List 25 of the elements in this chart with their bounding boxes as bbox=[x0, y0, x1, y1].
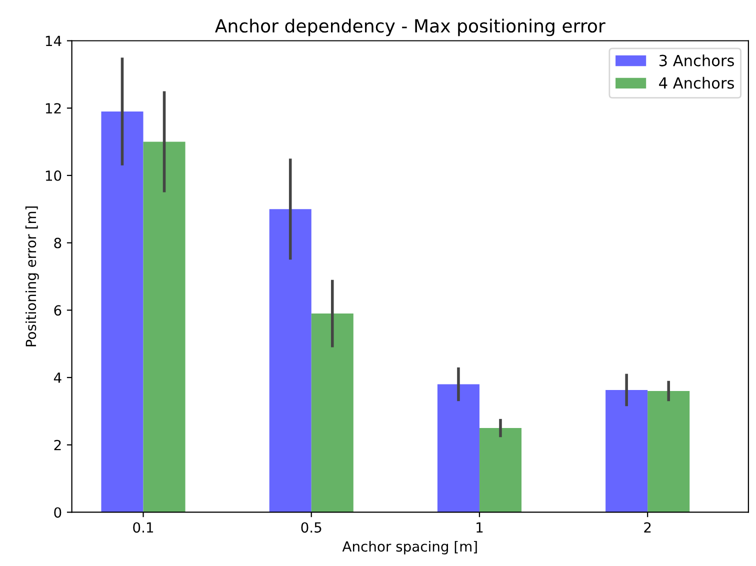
bar bbox=[269, 209, 312, 512]
bar bbox=[143, 142, 186, 512]
chart-title: Anchor dependency - Max positioning error bbox=[215, 18, 606, 36]
y-tick-label: 10 bbox=[46, 170, 62, 181]
bar bbox=[479, 428, 522, 512]
x-axis-title: Anchor spacing [m] bbox=[342, 540, 477, 554]
y-tick-label: 4 bbox=[54, 372, 62, 383]
bar bbox=[101, 111, 144, 512]
y-tick-label: 12 bbox=[46, 103, 61, 114]
legend-label: 4 Anchors bbox=[659, 76, 734, 89]
legend-label: 3 Anchors bbox=[659, 54, 734, 66]
y-axis-title: Positioning error [m] bbox=[25, 206, 39, 346]
bar bbox=[606, 390, 648, 512]
x-tick-label: 2 bbox=[644, 522, 651, 533]
bar bbox=[311, 314, 354, 512]
y-tick-label: 2 bbox=[54, 440, 61, 450]
x-tick-label: 0.5 bbox=[301, 522, 322, 533]
y-tick-label: 0 bbox=[54, 507, 62, 518]
bar bbox=[648, 390, 690, 512]
bar bbox=[437, 384, 480, 512]
x-tick-label: 1 bbox=[476, 522, 483, 533]
y-tick-label: 8 bbox=[54, 238, 62, 248]
x-tick-label: 0.1 bbox=[133, 522, 154, 533]
y-tick-label: 14 bbox=[46, 36, 62, 46]
y-tick-label: 6 bbox=[54, 305, 62, 316]
